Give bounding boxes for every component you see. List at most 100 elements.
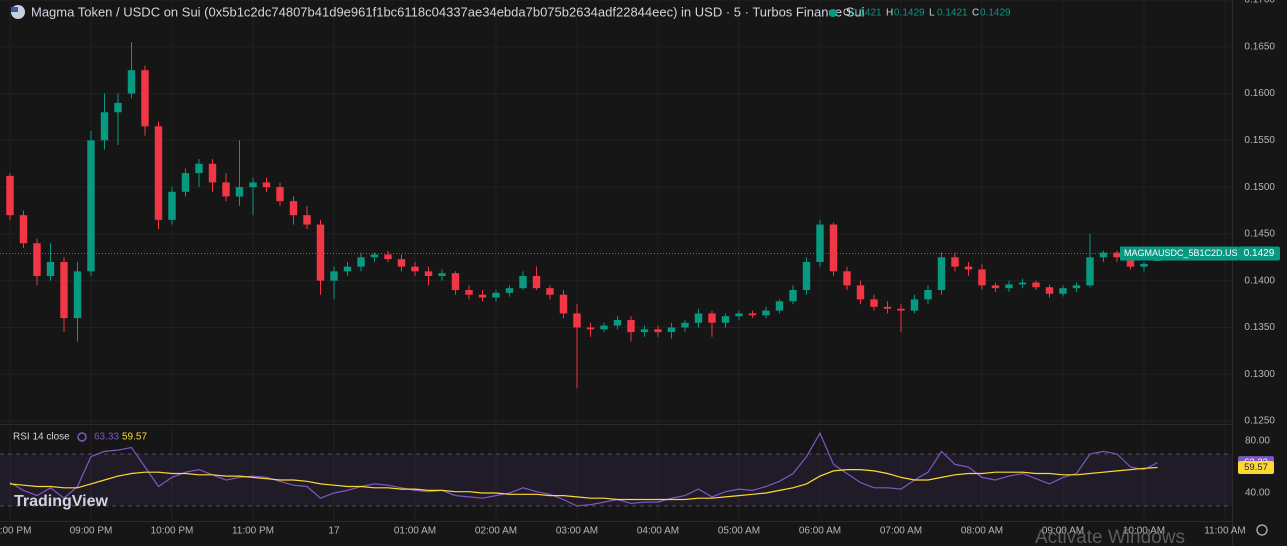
candle-body [73, 271, 82, 319]
candle-body [208, 163, 217, 183]
candle-body [357, 257, 365, 267]
candle-body [141, 70, 149, 127]
candle-body [546, 288, 554, 295]
watermark: Activate Windows [1035, 527, 1185, 546]
candle-body [438, 273, 446, 276]
candle-body [910, 299, 919, 311]
candle-body [492, 292, 500, 298]
candle-body [964, 266, 973, 270]
candle-body [330, 271, 338, 281]
candle-body [1072, 285, 1081, 289]
indicator-tag-bg [1238, 461, 1274, 475]
candle-body [1005, 284, 1013, 289]
y-tick-label: 0.1450 [1244, 229, 1275, 240]
candle-body [789, 290, 797, 302]
y-tick-label: 0.1500 [1244, 182, 1275, 193]
ohlc-value: 0.1421 [937, 8, 968, 19]
candle-body [1045, 287, 1054, 294]
candle-body [46, 261, 55, 276]
plot-area [0, 42, 1232, 507]
candle-body [694, 313, 703, 323]
candle-body [681, 322, 689, 328]
candle-body [289, 201, 298, 216]
candle-body [262, 182, 271, 188]
candle-body [600, 325, 608, 330]
candle-body [532, 275, 541, 289]
x-tick-label: 10:00 PM [151, 526, 194, 537]
candle-body [168, 191, 176, 220]
grid [0, 0, 1232, 520]
x-tick-label: 04:00 AM [637, 526, 679, 537]
ohlc-legend: O 0.1421 H 0.1429 L 0.1421 C 0.1429 [843, 8, 1011, 19]
candle-body [195, 163, 203, 174]
candle-body [816, 224, 824, 262]
y-tick-label: 40.00 [1245, 488, 1270, 499]
x-tick-label: 10:00 AM [1123, 526, 1165, 537]
candle-body [951, 257, 959, 267]
candle-body [924, 290, 932, 300]
candle-body [721, 316, 730, 323]
candle-body [573, 313, 581, 328]
x-tick-label: 02:00 AM [475, 526, 517, 537]
indicator-title: RSI 14 close [13, 432, 70, 443]
y-tick-label: 0.1350 [1244, 322, 1275, 333]
candle-body [1059, 288, 1067, 294]
candle-body [883, 306, 892, 309]
candle-body [870, 299, 878, 307]
x-tick-label: 07:00 AM [880, 526, 922, 537]
ohlc-value: 0.1421 [851, 8, 882, 19]
candle-body [33, 243, 41, 276]
settings-icon[interactable] [1256, 524, 1268, 536]
candle-body [775, 301, 784, 311]
x-tick-label: 09:00 AM [1042, 526, 1084, 537]
x-tick-label: 17 [328, 526, 340, 537]
candle-body [762, 310, 770, 316]
ohlc-label: O [843, 8, 851, 19]
x-tick-label: 11:00 PM [232, 526, 274, 537]
ohlc-value: 0.1429 [980, 8, 1011, 19]
candle-body [451, 273, 460, 291]
candle-body [478, 294, 487, 298]
ohlc-value: 0.1429 [894, 8, 925, 19]
candle-body [303, 215, 311, 225]
candle-body [411, 266, 419, 272]
candle-body [1086, 257, 1094, 286]
candle-body [1099, 252, 1108, 258]
candle-body [586, 327, 595, 330]
price-tag: 0.1429 [1244, 248, 1275, 259]
y-tick-label: 80.00 [1245, 436, 1270, 447]
flag-icon-canton [11, 7, 18, 12]
candle-body [316, 224, 325, 281]
rsi-band [0, 453, 1232, 506]
indicator-tag: 59.57 [1244, 462, 1268, 473]
candle-body [384, 254, 392, 260]
candle-body [897, 308, 905, 311]
candle-body [991, 285, 1000, 289]
y-tick-label: 0.1700 [1244, 0, 1275, 6]
y-tick-label: 0.1250 [1244, 416, 1275, 427]
symbol-tag: MAGMAUSDC_5B1C2D.USD [1124, 248, 1245, 258]
candle-body [100, 112, 109, 141]
candle-body [1113, 252, 1121, 258]
candle-body [343, 266, 352, 272]
candle-body [748, 313, 757, 316]
y-tick-label: 0.1600 [1244, 88, 1275, 99]
candle-body [559, 294, 568, 314]
candle-body [613, 319, 622, 326]
chart-title: Magma Token / USDC on Sui (0x5b1c2dc7480… [31, 4, 865, 19]
candle-body [843, 271, 851, 286]
x-tick-label: 09:00 PM [70, 526, 113, 537]
indicator-value: 63.33 [94, 432, 119, 443]
candle-body [937, 257, 946, 291]
candle-body [829, 224, 838, 272]
x-tick-label: 03:00 AM [556, 526, 598, 537]
candle-body [627, 319, 635, 333]
candle-body [6, 175, 14, 216]
indicator-line [9, 431, 1158, 507]
candle-body [640, 329, 649, 333]
candle-body [87, 140, 95, 272]
y-tick-label: 0.1650 [1244, 41, 1275, 52]
candle-body [249, 182, 257, 188]
candle-body [181, 173, 190, 192]
